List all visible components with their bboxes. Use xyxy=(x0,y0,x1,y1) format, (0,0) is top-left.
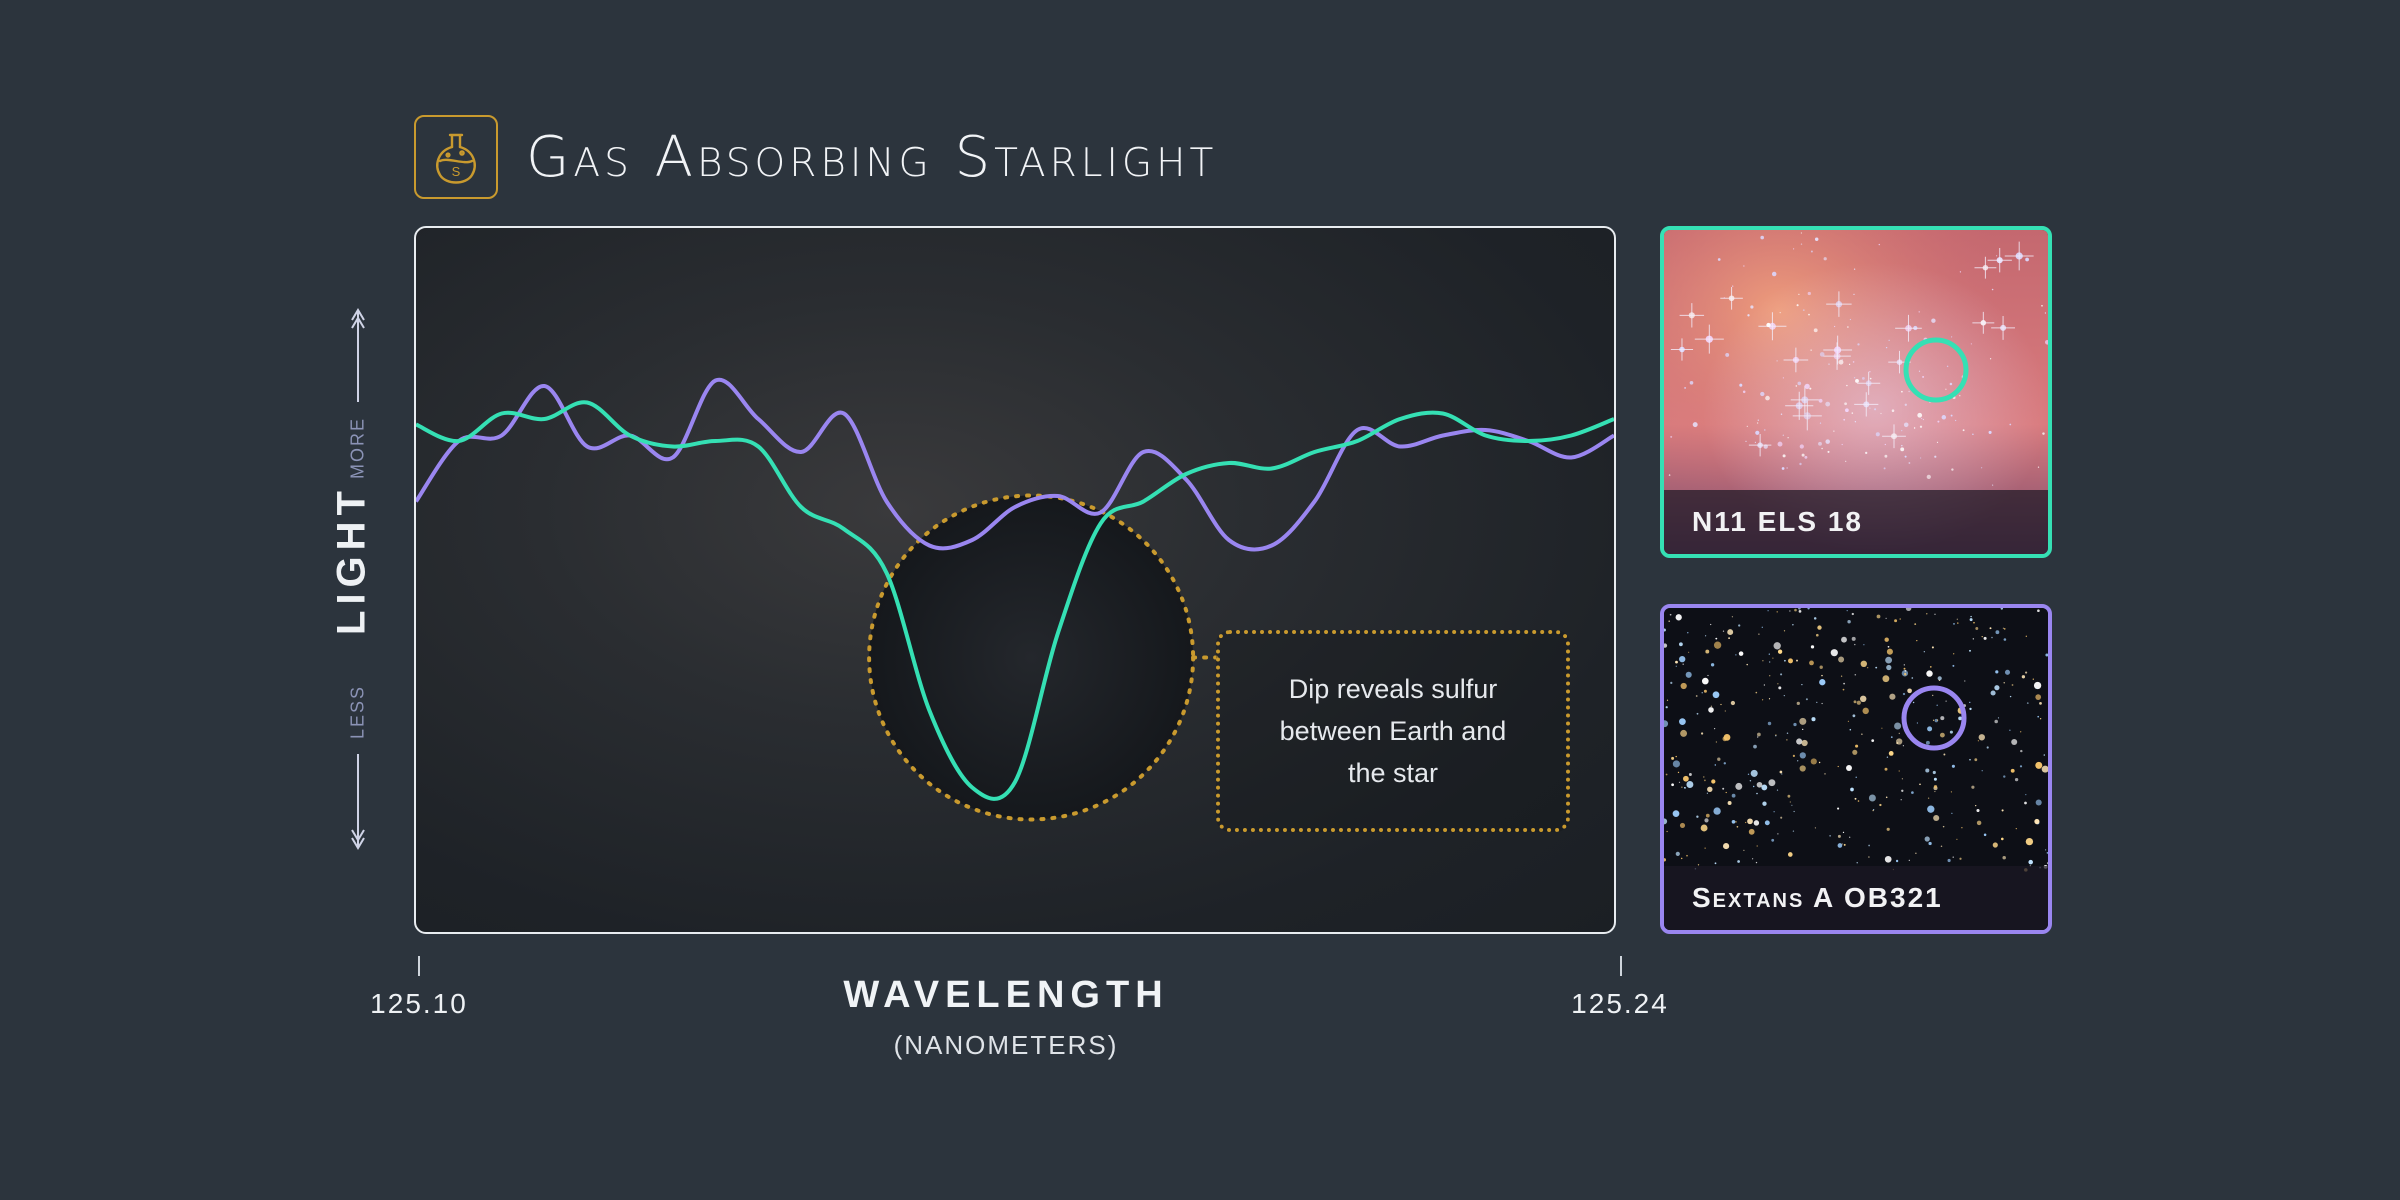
x-tick-label-end: 125.24 xyxy=(1571,988,1669,1019)
y-axis-arrows xyxy=(351,308,365,850)
series-line-sextans-a-ob321 xyxy=(416,377,1614,552)
callout-text: Dip reveals sulfur between Earth and the… xyxy=(1279,674,1507,788)
thumbnail-n11-els-18: N11 ELS 18 xyxy=(1660,226,2052,558)
thumbnail-sextans-a-ob321: Sextans A OB321 xyxy=(1660,604,2052,934)
target-star-marker xyxy=(1901,685,1967,751)
x-tick-start xyxy=(418,956,420,976)
x-axis-unit: (NANOMETERS) xyxy=(893,1030,1119,1060)
target-star-marker xyxy=(1903,337,1969,403)
series-line-n11-els-18 xyxy=(416,400,1614,801)
y-less-label: LESS xyxy=(347,684,368,740)
x-tick-end xyxy=(1620,956,1622,976)
dip-highlight-circle xyxy=(867,493,1196,822)
icon-letter: S xyxy=(452,164,461,179)
chart-frame: Dip reveals sulfur between Earth and the… xyxy=(414,226,1616,934)
x-tick-label-start: 125.10 xyxy=(370,988,468,1019)
page-title: Gas Absorbing Starlight xyxy=(526,124,1218,190)
title-row: S Gas Absorbing Starlight xyxy=(414,112,1217,202)
flask-icon: S xyxy=(414,115,498,199)
y-more-label: MORE xyxy=(347,417,368,479)
y-axis-label: LIGHT xyxy=(329,485,374,635)
spectrum-plot xyxy=(416,377,1614,822)
callout-box: Dip reveals sulfur between Earth and the… xyxy=(1216,630,1570,832)
thumbnail-caption: N11 ELS 18 xyxy=(1664,490,2048,554)
thumbnail-caption: Sextans A OB321 xyxy=(1664,866,2048,930)
x-axis-title: WAVELENGTH xyxy=(843,974,1169,1016)
